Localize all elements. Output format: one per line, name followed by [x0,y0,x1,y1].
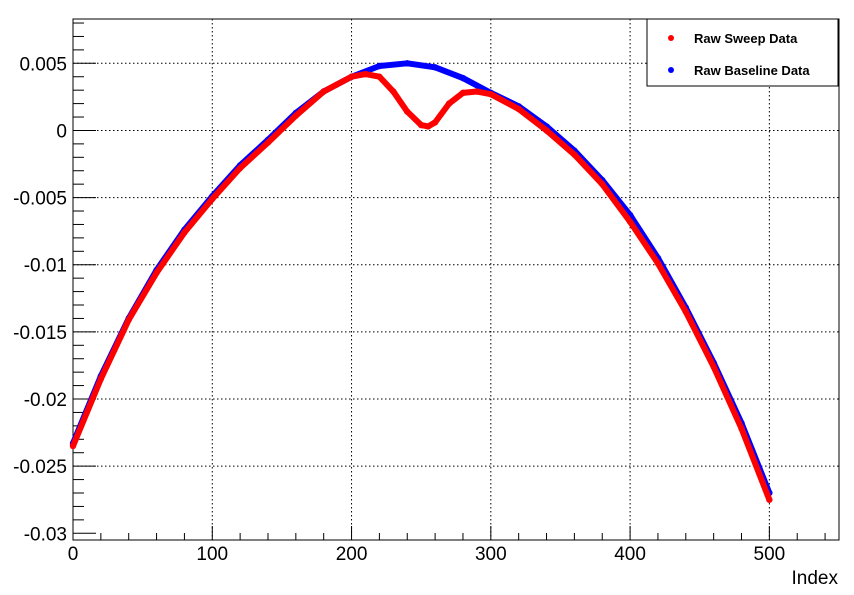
legend-marker-raw-baseline [668,67,674,73]
axis-ticks: 0 100 200 300 400 500 -0.03 -0.025 -0.02 -0.015 -0… [13,22,826,565]
data-point [69,442,77,450]
legend-label-raw-baseline: Raw Baseline Data [694,63,810,78]
data-point [599,180,606,188]
legend-label-raw-sweep: Raw Sweep Data [694,31,798,46]
data-point [766,496,773,503]
data-point [153,269,160,276]
data-point [362,70,369,78]
data-point [404,60,411,67]
y-tick-label: -0.01 [24,256,67,277]
legend: Raw Sweep Data Raw Baseline Data [646,18,839,87]
data-point [710,363,717,370]
x-tick-label: 0 [68,544,79,565]
y-tick-label: 0 [56,121,67,142]
data-point [459,74,467,82]
x-tick-label: 500 [754,544,786,565]
series-raw-sweep-data [69,70,773,503]
grid [73,19,839,540]
series-layer [69,60,773,503]
y-tick-label: -0.025 [13,457,67,478]
y-tick-label: -0.03 [24,524,67,545]
data-point [515,105,522,113]
data-point [543,127,550,134]
data-point [376,62,383,70]
x-tick-label: 400 [614,544,646,565]
data-point [431,119,439,126]
y-tick-label: -0.015 [13,323,67,344]
y-tick-label: -0.005 [13,189,67,210]
series-line [70,71,773,503]
legend-box [646,18,839,87]
data-point [682,308,689,315]
data-point [376,73,383,80]
y-tick-label: -0.02 [24,390,67,411]
data-point [417,121,425,129]
data-point [487,91,495,98]
data-point [292,112,300,119]
data-point [97,375,105,383]
data-point [473,88,481,95]
legend-marker-raw-sweep [668,35,674,41]
data-point [738,425,745,432]
data-point [571,151,578,158]
data-point [404,108,411,115]
data-point [390,88,397,95]
data-point [654,260,662,267]
plot-frame [72,18,840,541]
data-point [459,89,467,97]
data-point [431,64,439,71]
data-point [424,123,432,130]
data-point [181,229,188,236]
data-point [320,88,327,95]
x-tick-label: 200 [336,544,368,565]
data-point [445,100,453,107]
data-point [626,218,634,225]
data-point [264,139,272,146]
x-tick-label: 100 [196,544,228,565]
data-point [236,164,244,172]
data-point [209,195,216,203]
x-axis-title: Index [792,568,839,589]
data-point [348,73,355,80]
y-tick-label: 0.005 [19,54,67,75]
data-point [125,316,132,323]
x-tick-label: 300 [475,544,507,565]
